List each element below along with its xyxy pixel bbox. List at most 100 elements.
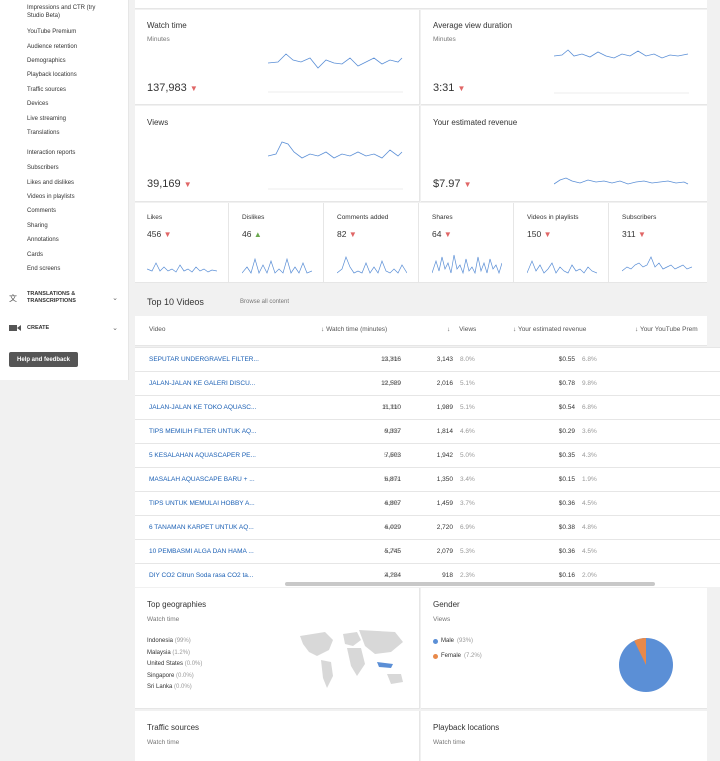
geo-item[interactable]: Indonesia (99%): [147, 638, 191, 644]
sidebar-item-live[interactable]: Live streaming: [27, 116, 67, 122]
sidebar-item-endscreens[interactable]: End screens: [27, 266, 61, 272]
sidebar-item-devices[interactable]: Devices: [27, 101, 49, 107]
sidebar: Impressions and CTR (try Studio Beta) Yo…: [0, 0, 129, 380]
geo-item[interactable]: United States (0.0%): [147, 661, 203, 667]
sidebar-item-likes[interactable]: Likes and dislikes: [27, 180, 75, 186]
video-title-link[interactable]: SEPUTAR UNDERGRAVEL FILTER...: [149, 356, 259, 363]
revenue-cell: $0.54: [558, 404, 575, 411]
watch-time-cell: 6,029: [384, 524, 401, 531]
video-camera-icon: [9, 325, 21, 331]
sidebar-item-cards[interactable]: Cards: [27, 252, 44, 258]
table-row[interactable]: TIPS UNTUK MEMULAI HOBBY A... 6,807 4.9% 1,…: [135, 491, 720, 515]
sidebar-item-subscribers[interactable]: Subscribers: [27, 165, 59, 171]
revenue-pct: 6.8%: [582, 404, 597, 411]
avg-view-title: Average view duration: [433, 21, 513, 30]
sidebar-item-demographics[interactable]: Demographics: [27, 58, 66, 64]
legend-female: Female (7.2%): [433, 653, 482, 659]
video-title-link[interactable]: MASALAH AQUASCAPE BARU + ...: [149, 476, 255, 483]
revenue-cell: $0.35: [558, 452, 575, 459]
shares-value: 64: [432, 229, 442, 239]
subscribers-title: Subscribers: [622, 214, 657, 221]
revenue-cell: $0.38: [558, 524, 575, 531]
geo-item[interactable]: Singapore (0.0%): [147, 672, 194, 679]
table-row[interactable]: JALAN-JALAN KE TOKO AQUASC... 11,110 8.1% 1…: [135, 395, 720, 419]
shares-card[interactable]: Shares 64 ▼: [420, 203, 514, 283]
watch-time-pct: 9.7%: [384, 356, 399, 363]
chevron-down-icon[interactable]: ⌄: [112, 325, 118, 332]
traffic-sources-card[interactable]: Traffic sources Watch time: [135, 711, 420, 761]
revenue-card[interactable]: Your estimated revenue $7.97 ▼: [421, 106, 707, 202]
geo-item[interactable]: Malaysia (1.2%): [147, 649, 191, 656]
col-header-revenue[interactable]: Your estimated revenue: [517, 326, 587, 333]
sidebar-create-row[interactable]: CREATE ⌄: [9, 321, 121, 335]
video-title-link[interactable]: 5 KESALAHAN AQUASCAPER PE...: [149, 452, 256, 459]
top-geographies-card[interactable]: Top geographies Watch time: [135, 588, 420, 709]
views-pct: 3.7%: [460, 500, 475, 507]
video-title-link[interactable]: JALAN-JALAN KE TOKO AQUASC...: [149, 404, 257, 411]
watch-time-pct: 4.2%: [384, 548, 399, 555]
geo-item[interactable]: Sri Lanka (0.0%): [147, 684, 192, 690]
playlists-value: 150: [527, 229, 542, 239]
video-title-link[interactable]: 6 TANAMAN KARPET UNTUK AQ...: [149, 524, 254, 531]
sidebar-item-comments[interactable]: Comments: [27, 208, 57, 214]
table-row[interactable]: MASALAH AQUASCAPE BARU + ... 6,871 5.0% 1,3…: [135, 467, 720, 491]
video-title-link[interactable]: TIPS UNTUK MEMULAI HOBBY A...: [149, 500, 255, 507]
sort-arrow-icon: ↓: [513, 326, 517, 333]
sidebar-item-impressions[interactable]: Impressions and CTR (try Studio Beta): [27, 5, 96, 19]
sidebar-item-retention[interactable]: Audience retention: [27, 44, 78, 50]
revenue-cell: $0.55: [558, 356, 575, 363]
col-header-premium[interactable]: Your YouTube Prem: [639, 326, 698, 333]
watch-time-pct: 9.1%: [384, 380, 399, 387]
revenue-cell: $0.16: [558, 572, 575, 579]
col-header-views[interactable]: Views: [459, 326, 477, 333]
table-row[interactable]: 10 PEMBASMI ALGA DAN HAMA ... 5,745 4.2% 2,…: [135, 539, 720, 563]
sidebar-section-interaction: Interaction reports: [27, 150, 76, 156]
table-row[interactable]: 6 TANAMAN KARPET UNTUK AQ... 6,029 4.4% 2,7…: [135, 515, 720, 539]
watch-time-pct: 4.9%: [384, 500, 399, 507]
video-title-link[interactable]: DIY CO2 Citrun Soda rasa CO2 ta...: [149, 572, 254, 579]
sidebar-item-playback[interactable]: Playback locations: [27, 72, 77, 78]
subscribers-card[interactable]: Subscribers 311 ▼: [610, 203, 707, 283]
sidebar-item-annotations[interactable]: Annotations: [27, 237, 59, 243]
avg-view-duration-card[interactable]: Average view duration Minutes 3:31 ▼: [421, 10, 707, 105]
views-cell: 1,942: [436, 452, 453, 459]
sort-arrow-icon: ↓: [635, 326, 639, 333]
revenue-sparkline: [554, 177, 689, 185]
gender-title: Gender: [433, 600, 460, 609]
gender-card[interactable]: Gender Views: [421, 588, 707, 709]
sidebar-item-premium[interactable]: YouTube Premium: [27, 29, 77, 35]
sidebar-item-playlists[interactable]: Videos in playlists: [27, 194, 75, 200]
revenue-cell: $0.29: [558, 428, 575, 435]
sidebar-item-traffic[interactable]: Traffic sources: [27, 87, 67, 93]
dislikes-card[interactable]: Dislikes 46 ▲: [230, 203, 324, 283]
comments-title: Comments added: [337, 214, 389, 221]
watch-time-card[interactable]: Watch time Minutes 137,983 ▼: [135, 10, 420, 105]
help-feedback-button[interactable]: Help and feedback: [9, 352, 78, 367]
views-cell: 1,814: [436, 428, 453, 435]
sidebar-item-sharing[interactable]: Sharing: [27, 223, 48, 229]
chevron-down-icon[interactable]: ⌄: [112, 295, 118, 302]
table-row[interactable]: SEPUTAR UNDERGRAVEL FILTER... 13,316 9.7% 3…: [135, 347, 720, 371]
browse-all-content-link[interactable]: Browse all content: [240, 299, 290, 305]
watch-time-cell: 12,589: [381, 380, 401, 387]
playback-title: Playback locations: [433, 723, 500, 732]
video-title-link[interactable]: 10 PEMBASMI ALGA DAN HAMA ...: [149, 548, 254, 555]
col-header-watch-time[interactable]: Watch time (minutes): [326, 326, 388, 333]
views-pct: 8.0%: [460, 356, 475, 363]
views-card[interactable]: Views 39,169 ▼: [135, 106, 420, 202]
playback-locations-card[interactable]: Playback locations Watch time: [421, 711, 707, 761]
table-header: [135, 316, 707, 346]
table-row[interactable]: JALAN-JALAN KE GALERI DISCU... 12,589 9.1%…: [135, 371, 720, 395]
table-row[interactable]: 5 KESALAHAN AQUASCAPER PE... 7,503 5.4% 1,9…: [135, 443, 720, 467]
table-row[interactable]: TIPS MEMILIH FILTER UNTUK AQ... 9,337 6.8%…: [135, 419, 720, 443]
sidebar-translations-row[interactable]: 文 TRANSLATIONS & TRANSCRIPTIONS ⌄: [9, 291, 121, 305]
video-title-link[interactable]: TIPS MEMILIH FILTER UNTUK AQ...: [149, 428, 257, 435]
likes-card[interactable]: Likes 456 ▼: [135, 203, 229, 283]
col-header-video[interactable]: Video: [149, 326, 166, 333]
playlists-card[interactable]: Videos in playlists 150 ▼: [515, 203, 609, 283]
video-title-link[interactable]: JALAN-JALAN KE GALERI DISCU...: [149, 380, 256, 387]
table-horizontal-scrollbar[interactable]: [285, 582, 655, 586]
sidebar-item-translations[interactable]: Translations: [27, 130, 60, 136]
comments-card[interactable]: Comments added 82 ▼: [325, 203, 419, 283]
watch-time-cell: 4,284: [384, 572, 401, 579]
